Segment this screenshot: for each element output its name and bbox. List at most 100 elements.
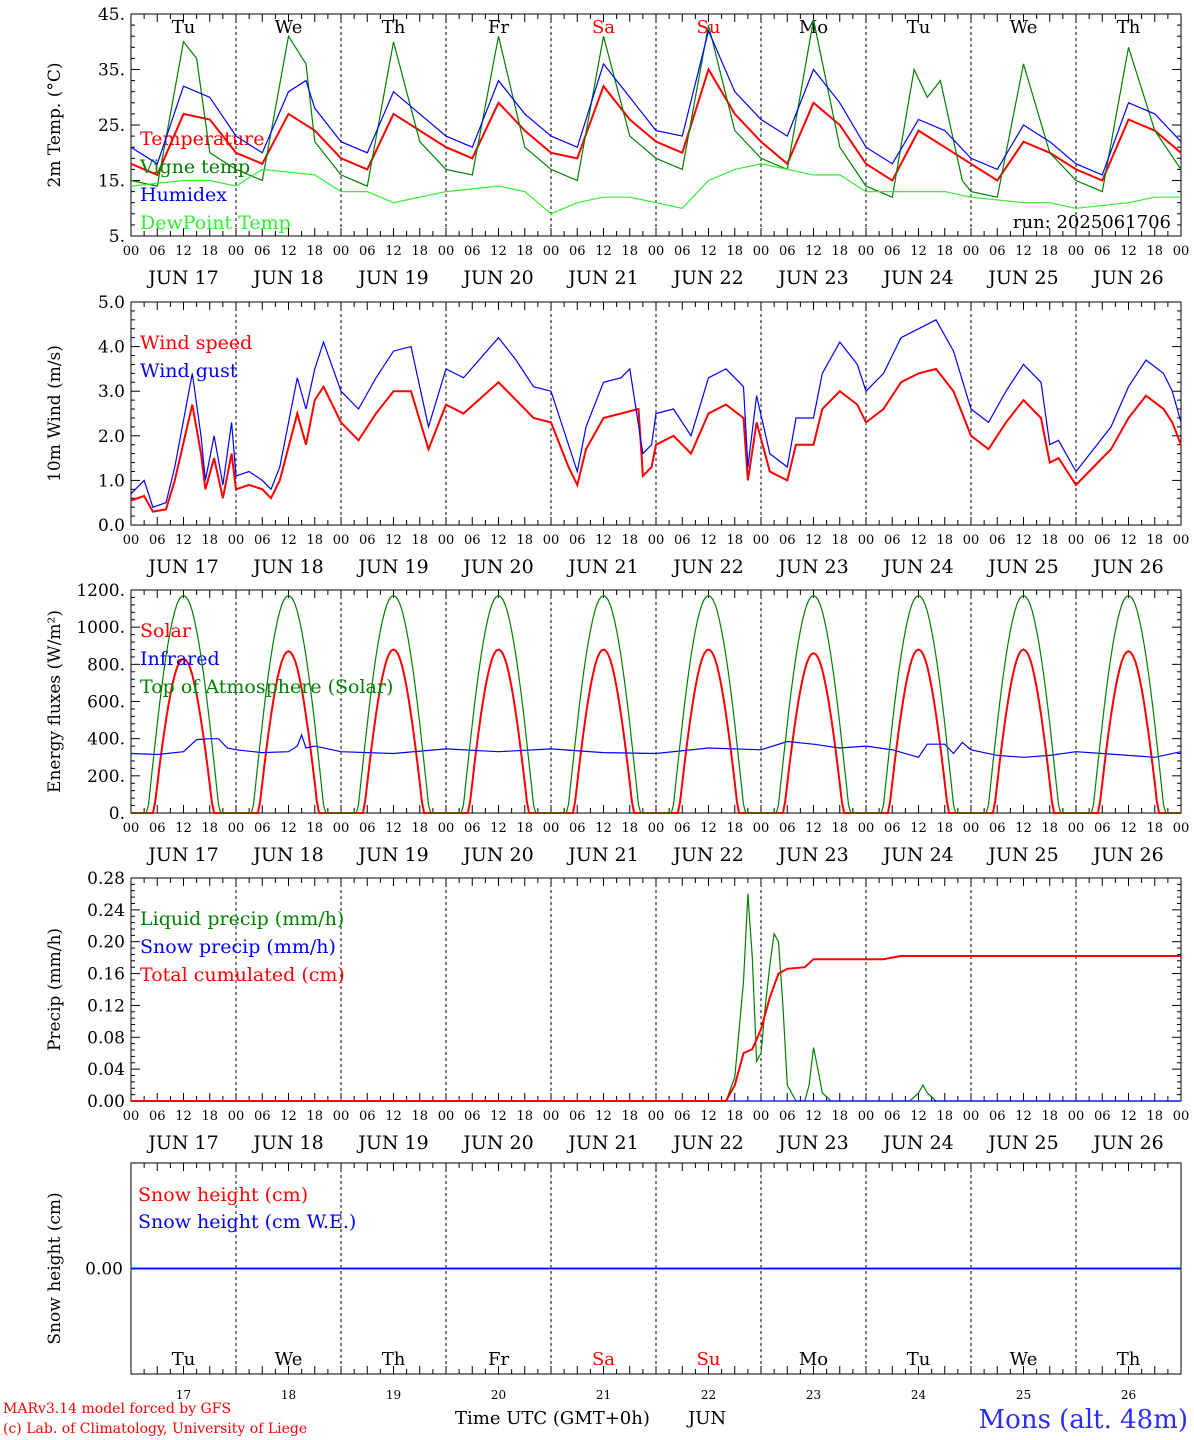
- y-tick-label: 25.: [98, 116, 125, 136]
- hour-label: 12: [595, 533, 612, 548]
- hour-label: 18: [1146, 533, 1163, 548]
- y-tick-label: 1.0: [98, 471, 125, 491]
- y-axis-title: Energy fluxes (W/m²): [45, 610, 65, 793]
- hour-label: 06: [569, 244, 586, 259]
- hour-label: 12: [805, 821, 822, 836]
- day-label: JUN 26: [1091, 844, 1163, 866]
- hour-label: 06: [779, 821, 796, 836]
- hour-label: 00: [123, 821, 140, 836]
- hour-label: 12: [1120, 821, 1137, 836]
- hour-label: 06: [149, 821, 166, 836]
- weekday-label: We: [275, 1349, 303, 1370]
- weekday-label: Tu: [907, 1349, 931, 1370]
- weekday-label: Tu: [907, 17, 931, 38]
- hour-label: 12: [1015, 1109, 1032, 1124]
- hour-label: 00: [1068, 821, 1085, 836]
- legend-entry: DewPoint Temp: [140, 212, 291, 234]
- y-axis-title: Precip (mm/h): [45, 928, 65, 1051]
- hour-label: 06: [779, 533, 796, 548]
- day-number-label: 21: [596, 1388, 611, 1402]
- hour-label: 18: [726, 1109, 743, 1124]
- hour-label: 12: [385, 533, 402, 548]
- y-tick-label: 0.20: [87, 933, 125, 953]
- hour-label: 00: [858, 244, 875, 259]
- hour-label: 00: [1173, 533, 1190, 548]
- y-tick-label: 4.0: [98, 338, 125, 358]
- hour-label: 12: [490, 821, 507, 836]
- hour-label: 06: [674, 1109, 691, 1124]
- hour-label: 06: [779, 1109, 796, 1124]
- hour-label: 18: [726, 244, 743, 259]
- y-tick-label: 0.16: [87, 965, 125, 985]
- hour-label: 06: [569, 533, 586, 548]
- y-axis-title: 2m Temp. (°C): [45, 62, 65, 187]
- hour-label: 12: [385, 821, 402, 836]
- hour-label: 12: [700, 533, 717, 548]
- y-tick-label: 800.: [87, 655, 125, 675]
- weekday-label: Su: [697, 1349, 721, 1370]
- hour-label: 00: [753, 533, 770, 548]
- day-label: JUN 23: [776, 556, 848, 578]
- hour-label: 06: [674, 821, 691, 836]
- run-label: run: 2025061706: [1013, 212, 1171, 233]
- hour-label: 18: [411, 533, 428, 548]
- y-tick-label: 0.28: [87, 869, 125, 889]
- series-line: [131, 594, 1181, 814]
- hour-label: 18: [621, 533, 638, 548]
- weekday-label: Mo: [799, 17, 828, 38]
- hour-label: 00: [648, 1109, 665, 1124]
- hour-label: 18: [1146, 821, 1163, 836]
- hour-label: 12: [175, 821, 192, 836]
- hour-label: 18: [306, 244, 323, 259]
- y-axis-title: Snow height (cm): [45, 1192, 65, 1344]
- hour-label: 18: [831, 244, 848, 259]
- y-tick-label: 35.: [98, 61, 125, 81]
- weekday-label: Mo: [799, 1349, 828, 1370]
- hour-label: 00: [438, 244, 455, 259]
- day-number-label: 17: [176, 1388, 191, 1402]
- hour-label: 12: [280, 821, 297, 836]
- hour-label: 06: [254, 821, 271, 836]
- hour-label: 00: [1068, 533, 1085, 548]
- hour-label: 18: [1041, 244, 1058, 259]
- hour-label: 06: [359, 244, 376, 259]
- hour-label: 06: [884, 1109, 901, 1124]
- day-label: JUN 21: [566, 267, 638, 289]
- weekday-label: We: [1010, 1349, 1038, 1370]
- hour-label: 12: [805, 1109, 822, 1124]
- day-label: JUN 22: [671, 267, 743, 289]
- hour-label: 00: [228, 244, 245, 259]
- hour-label: 12: [805, 244, 822, 259]
- panel-5: 0.00 Snow height (cm) Tu We Th Fr Sa Su Mo Tu We Th…: [45, 1162, 1182, 1402]
- hour-label: 00: [648, 244, 665, 259]
- hour-label: 00: [333, 244, 350, 259]
- series-line: [130, 163, 1181, 215]
- hour-label: 06: [569, 821, 586, 836]
- hour-label: 00: [123, 533, 140, 548]
- panel-2: 0.0 1.0 2.0 3.0 4.0 5.0 10m Wind (m/s) 00 06 12 18…: [45, 293, 1189, 578]
- day-number-label: 24: [911, 1388, 927, 1402]
- day-label: JUN 18: [251, 1132, 323, 1154]
- hour-label: 18: [831, 821, 848, 836]
- hour-label: 06: [359, 1109, 376, 1124]
- hour-label: 18: [306, 533, 323, 548]
- hour-label: 18: [201, 244, 218, 259]
- day-label: JUN 24: [881, 556, 953, 578]
- hour-label: 06: [569, 1109, 586, 1124]
- hour-label: 06: [254, 533, 271, 548]
- hour-label: 12: [700, 1109, 717, 1124]
- y-tick-label: 0.08: [87, 1028, 125, 1048]
- hour-label: 12: [910, 533, 927, 548]
- hour-label: 18: [621, 244, 638, 259]
- day-label: JUN 23: [776, 844, 848, 866]
- hour-label: 00: [1173, 244, 1190, 259]
- hour-label: 18: [1146, 244, 1163, 259]
- y-axis-title: 10m Wind (m/s): [45, 345, 65, 482]
- y-tick-label: 3.0: [98, 382, 125, 402]
- hour-label: 00: [1173, 821, 1190, 836]
- panel-4: 0.00 0.04 0.08 0.12 0.16 0.20 0.24 0.28 Precip (…: [45, 869, 1189, 1154]
- weekday-label: Th: [382, 1349, 406, 1370]
- hour-label: 00: [333, 1109, 350, 1124]
- day-label: JUN 19: [356, 556, 428, 578]
- y-tick-label: 5.0: [98, 293, 125, 313]
